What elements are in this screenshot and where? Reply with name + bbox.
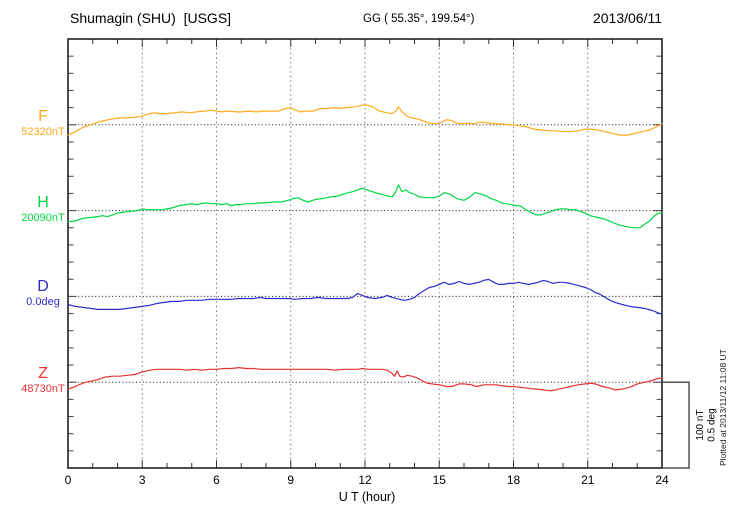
trace-label-h: H 20090nT [12, 195, 74, 224]
trace-d [67, 278, 663, 315]
trace-baseline-d: 0.0deg [26, 296, 60, 308]
trace-baseline-z: 48730nT [21, 383, 65, 395]
plot-date: 2013/06/11 [592, 10, 662, 26]
trace-label-z: Z 48730nT [12, 366, 74, 395]
scale-bar-nt-label: 100 nT [695, 409, 706, 440]
x-tick-label: 6 [213, 473, 220, 487]
trace-baseline-f: 52320nT [21, 126, 65, 138]
trace-label-d: D 0.0deg [12, 279, 74, 308]
x-tick-label: 21 [581, 473, 595, 487]
x-tick-label: 0 [64, 473, 72, 487]
x-tick-label: 9 [287, 473, 295, 487]
plotted-at-note: Plotted at 2013/11/12 11:08 UT [718, 349, 728, 466]
trace-letter-d: D [37, 278, 49, 295]
scale-bar-deg-label: 0.5 deg [707, 408, 718, 441]
x-tick-label: 12 [358, 473, 372, 487]
scale-bar: 100 nT 0.5 deg [663, 381, 718, 469]
x-tick-label: 15 [432, 473, 446, 487]
trace-f [67, 104, 663, 136]
trace-letter-z: Z [38, 365, 48, 382]
trace-h [67, 184, 663, 229]
trace-letter-f: F [38, 108, 48, 125]
trace-baseline-h: 20090nT [21, 212, 65, 224]
x-tick-label: 24 [655, 473, 669, 487]
geographic-coordinates: GG ( 55.35°, 199.54°) [363, 13, 475, 25]
station-title: Shumagin (SHU) [USGS] [70, 10, 232, 26]
plot-generated-layer [67, 38, 663, 469]
trace-letter-h: H [37, 194, 49, 211]
trace-z [67, 367, 663, 392]
plot-frame [67, 38, 663, 469]
x-axis-title: U T (hour) [338, 490, 396, 504]
trace-label-f: F 52320nT [12, 109, 74, 138]
x-tick-label: 3 [138, 473, 146, 487]
x-tick-label: 18 [506, 473, 521, 487]
